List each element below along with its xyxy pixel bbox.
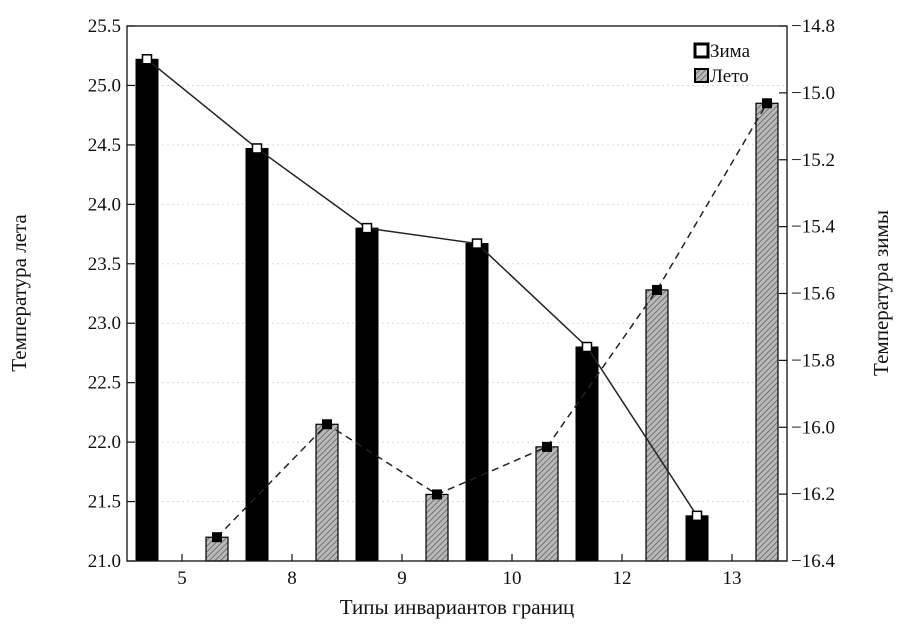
point-winter [471,238,483,249]
point-winter [361,222,373,234]
y-left-tick-label: 22.0 [88,432,121,453]
line-winter [146,58,698,517]
x-axis-title: Типы инвариантов границ [340,595,575,619]
bar-winter [685,515,709,562]
point-winter [251,143,263,154]
point-winter [581,341,593,353]
legend-swatch-summer [694,68,709,83]
y-right-tick-label: −16.0 [791,417,835,438]
bar-summer [645,289,669,562]
bar-summer [535,446,559,562]
y-left-tick-label: 25.0 [88,75,121,96]
y-left-tick-label: 23.5 [88,254,121,275]
y-right-tick-label: −15.0 [791,83,835,104]
point-summer [432,489,442,500]
bar-summer [425,493,449,562]
x-tick-label: 9 [397,568,407,589]
y-right-tick-label: −16.4 [791,551,835,572]
y-left-tick-label: 23.0 [88,313,121,334]
point-summer [762,98,772,109]
y-left-tick-label: 21.0 [88,551,121,572]
axis-ticks: 21.0 21.5 22.0 22.5 23.0 23.5 24.0 24.5 25.0 25.5… [88,16,836,589]
bar-summer [315,423,339,562]
series-markers [141,54,772,543]
bar-winter [355,227,379,562]
x-tick-label: 8 [287,568,297,589]
gridlines [127,84,787,503]
series-lines [146,58,768,538]
y-right-tick-label: −16.2 [791,484,835,505]
point-summer [212,532,222,543]
x-tick-label: 13 [723,568,742,589]
y-left-tick-label: 22.5 [88,373,121,394]
y-right-tick-label: −15.2 [791,150,835,171]
point-summer [542,441,552,452]
bars [135,58,779,562]
y-right-tick-label: −14.8 [791,16,835,37]
y-left-tick-label: 25.5 [88,16,121,37]
line-summer [216,102,768,538]
point-winter [141,54,153,65]
y-left-tick-label: 24.5 [88,135,121,156]
bar-winter [245,147,269,562]
y-axis-left-title: Температура лета [7,214,31,372]
y-right-tick-label: −15.4 [791,217,835,238]
point-summer [322,419,332,430]
point-winter [691,510,703,522]
legend-label-winter: Зима [710,41,751,62]
bar-winter [575,346,599,562]
y-axis-right-title: Температура зимы [869,210,893,376]
y-right-tick-label: −15.6 [791,284,835,305]
plot-frame [126,25,788,562]
legend: Зима Лето [693,41,751,87]
bar-summer [755,102,779,562]
x-tick-label: 10 [503,568,522,589]
bar-winter [465,243,489,562]
x-tick-label: 12 [613,568,632,589]
y-left-tick-label: 24.0 [88,194,121,215]
y-right-tick-label: −15.8 [791,350,835,371]
legend-label-summer: Лето [710,66,749,87]
y-left-tick-label: 21.5 [88,492,121,513]
bar-winter [135,58,159,562]
x-tick-label: 5 [177,568,187,589]
point-summer [652,284,662,295]
legend-swatch-winter [693,42,710,59]
